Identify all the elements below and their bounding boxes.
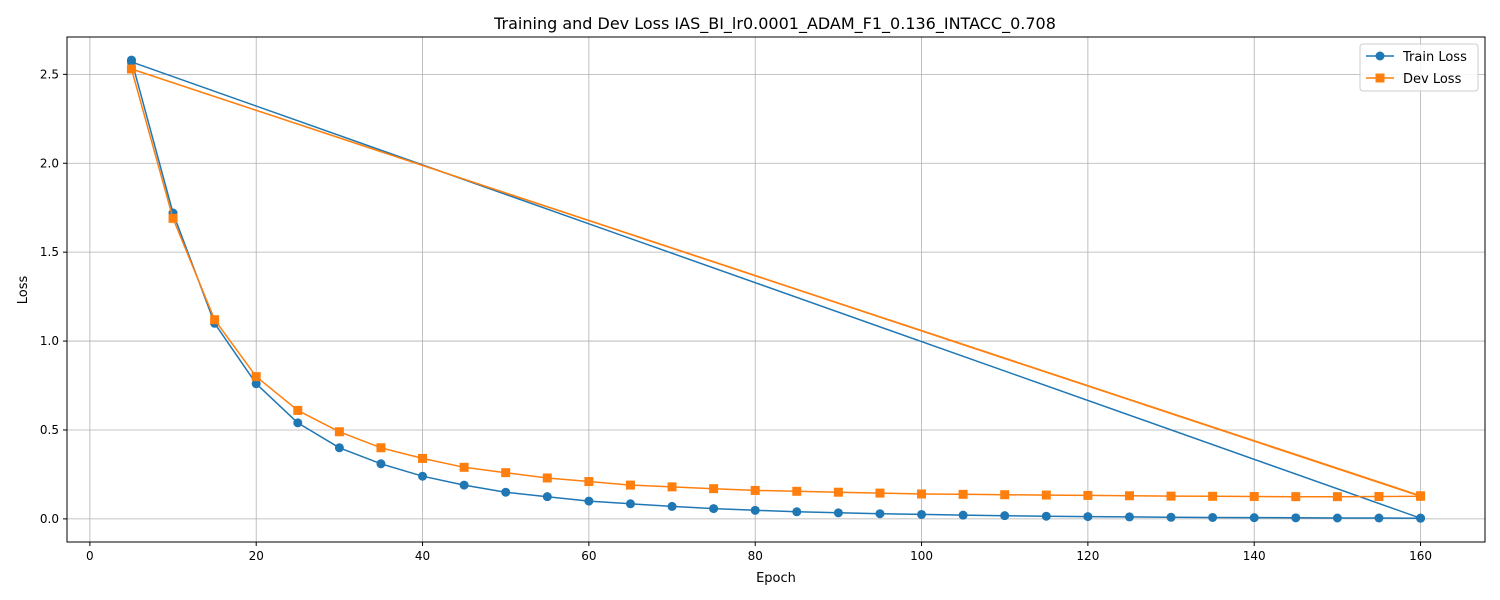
legend-dev-marker xyxy=(1375,73,1385,83)
data-point xyxy=(126,57,136,67)
y-tick-label: 0.0 xyxy=(40,512,59,526)
data-point xyxy=(1083,512,1093,522)
data-point xyxy=(251,372,261,382)
x-tick-label: 120 xyxy=(1076,549,1099,563)
data-point xyxy=(709,504,719,514)
x-tick-label: 60 xyxy=(581,549,596,563)
data-point xyxy=(1166,491,1176,501)
x-tick-label: 100 xyxy=(910,549,933,563)
data-point xyxy=(501,468,511,478)
data-point xyxy=(958,510,968,520)
legend: Train Loss Dev Loss xyxy=(1359,43,1479,92)
data-point xyxy=(459,462,469,472)
x-tick-label: 140 xyxy=(1243,549,1266,563)
grid-lines xyxy=(67,37,1485,542)
data-point xyxy=(376,459,386,469)
data-point xyxy=(1166,512,1176,522)
axis-ticks: 0 20 40 60 80 100 120 140 160 0.0 0.5 1.0 1.5 2.0 2.5 xyxy=(40,67,1432,563)
data-point xyxy=(709,484,719,494)
data-point xyxy=(1000,511,1010,521)
data-point xyxy=(126,64,136,74)
y-axis-label: Loss xyxy=(16,276,31,305)
y-tick-label: 2.5 xyxy=(40,67,59,81)
series-layer xyxy=(126,55,1426,523)
data-point xyxy=(792,507,802,517)
data-point xyxy=(293,418,303,428)
series-dev-loss xyxy=(126,64,1426,502)
data-point xyxy=(1416,513,1426,523)
data-point xyxy=(1291,513,1301,523)
x-axis-label: Epoch xyxy=(756,571,796,586)
data-point xyxy=(1249,513,1259,523)
data-point xyxy=(1249,491,1259,501)
y-tick-label: 1.0 xyxy=(40,334,59,348)
data-point xyxy=(792,486,802,496)
data-point xyxy=(459,480,469,490)
data-point xyxy=(1000,490,1010,500)
x-tick-label: 0 xyxy=(86,549,94,563)
data-point xyxy=(1416,491,1426,501)
y-tick-label: 0.5 xyxy=(40,423,59,437)
data-point xyxy=(584,477,594,487)
data-point xyxy=(625,480,635,490)
y-tick-label: 1.5 xyxy=(40,245,59,259)
data-point xyxy=(917,489,927,499)
y-tick-label: 2.0 xyxy=(40,156,59,170)
x-tick-label: 160 xyxy=(1409,549,1432,563)
series-line xyxy=(130,68,1422,498)
plot-frame xyxy=(66,36,1486,543)
data-point xyxy=(833,487,843,497)
data-point xyxy=(875,509,885,519)
data-point xyxy=(542,492,552,502)
data-point xyxy=(875,488,885,498)
data-point xyxy=(833,508,843,518)
legend-dev-label: Dev Loss xyxy=(1403,72,1462,87)
data-point xyxy=(1332,492,1342,502)
data-point xyxy=(1374,513,1384,523)
data-point xyxy=(334,427,344,437)
data-point xyxy=(501,487,511,497)
data-point xyxy=(584,496,594,506)
data-point xyxy=(1124,491,1134,501)
x-tick-label: 80 xyxy=(748,549,763,563)
data-point xyxy=(168,213,178,223)
data-point xyxy=(1208,512,1218,522)
data-point xyxy=(1041,490,1051,500)
legend-train-label: Train Loss xyxy=(1402,50,1467,65)
data-point xyxy=(1041,511,1051,521)
x-tick-label: 20 xyxy=(249,549,264,563)
data-point xyxy=(1332,513,1342,523)
data-point xyxy=(210,315,220,325)
chart-title: Training and Dev Loss IAS_BI_lr0.0001_AD… xyxy=(493,14,1056,34)
data-point xyxy=(1124,512,1134,522)
series-line xyxy=(130,59,1422,519)
data-point xyxy=(750,505,760,515)
data-point xyxy=(1083,490,1093,500)
data-point xyxy=(750,485,760,495)
x-tick-label: 40 xyxy=(415,549,430,563)
data-point xyxy=(334,443,344,453)
data-point xyxy=(625,499,635,509)
data-point xyxy=(667,501,677,511)
data-point xyxy=(293,405,303,415)
data-point xyxy=(542,473,552,483)
data-point xyxy=(1374,491,1384,501)
data-point xyxy=(1208,491,1218,501)
data-point xyxy=(376,443,386,453)
data-point xyxy=(418,453,428,463)
data-point xyxy=(418,471,428,481)
data-point xyxy=(917,509,927,519)
data-point xyxy=(958,489,968,499)
data-point xyxy=(667,482,677,492)
data-point xyxy=(251,379,261,389)
data-point xyxy=(1291,492,1301,502)
legend-train-marker xyxy=(1375,51,1385,61)
